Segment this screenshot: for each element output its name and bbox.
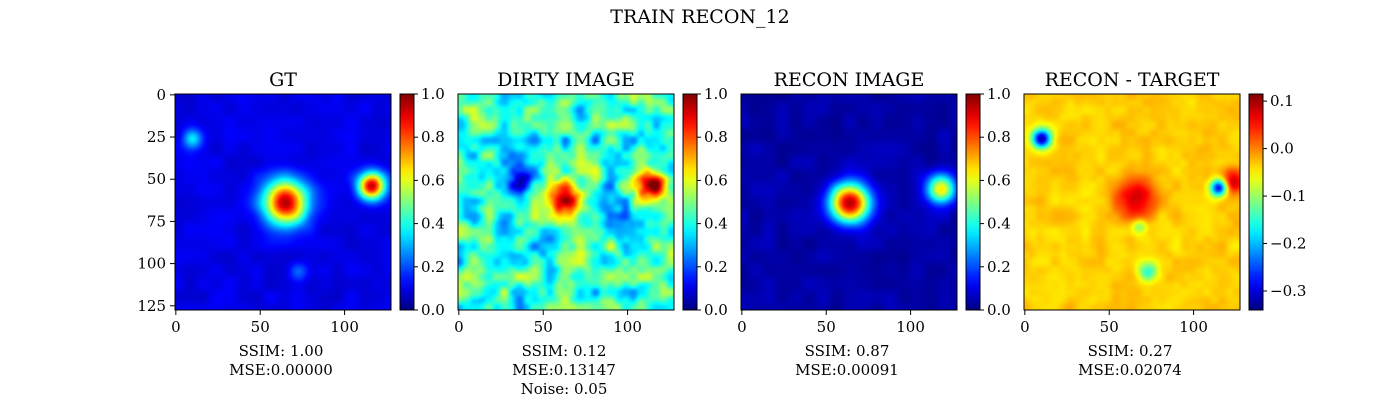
colorbar xyxy=(682,93,698,311)
y-tick-label: 25 xyxy=(147,128,166,146)
axes-frame xyxy=(1023,93,1241,311)
metric-caption: MSE:0.00000 xyxy=(229,361,333,379)
x-tick-label: 50 xyxy=(251,318,270,336)
y-tick-label: 75 xyxy=(147,212,166,230)
y-tick-label: 0 xyxy=(156,86,166,104)
colorbar-tick-label: 1.0 xyxy=(704,85,728,103)
panel-3: RECON IMAGE 0 50 100 0.0 0.2 0.4 0.6 0.8 1.0 SSIM:… xyxy=(737,69,1011,379)
x-tick-label: 0 xyxy=(171,318,181,336)
x-tick-label: 100 xyxy=(1179,318,1208,336)
colorbar-tick-label: 0.2 xyxy=(704,258,728,276)
panel-2: DIRTY IMAGE 0 50 100 0.0 0.2 0.4 0.6 0.8 1.0 SSIM:… xyxy=(454,69,728,398)
metric-caption: MSE:0.00091 xyxy=(795,361,899,379)
heatmap-image xyxy=(741,94,957,310)
x-tick-label: 0 xyxy=(454,318,464,336)
colorbar xyxy=(965,93,981,311)
panel-title: GT xyxy=(269,69,297,91)
metric-caption: MSE:0.02074 xyxy=(1078,361,1182,379)
colorbar-tick-label: 0.2 xyxy=(987,258,1011,276)
x-tick-label: 100 xyxy=(613,318,642,336)
colorbar-tick-label: 0.4 xyxy=(421,215,445,233)
colorbar-tick-label: 0.8 xyxy=(421,128,445,146)
x-tick-label: 50 xyxy=(534,318,553,336)
metric-caption: Noise: 0.05 xyxy=(521,380,608,398)
colorbar-tick-label: 0.6 xyxy=(704,171,728,189)
colorbar-tick-label: 0.4 xyxy=(704,215,728,233)
y-tick-label: 50 xyxy=(147,170,166,188)
colorbar-tick-label: −0.3 xyxy=(1270,282,1306,300)
colorbar-tick-label: −0.1 xyxy=(1270,187,1306,205)
colorbar-tick-label: 0.4 xyxy=(987,215,1011,233)
colorbar-tick-label: 0.0 xyxy=(987,301,1011,319)
colorbar-tick-label: 0.8 xyxy=(704,128,728,146)
colorbar-tick-label: 1.0 xyxy=(987,85,1011,103)
colorbar-tick-label: 0.0 xyxy=(1270,140,1294,158)
x-tick-label: 0 xyxy=(737,318,747,336)
axes-frame xyxy=(174,93,392,311)
colorbar-tick-label: 0.1 xyxy=(1270,92,1294,110)
panel-title: DIRTY IMAGE xyxy=(497,69,635,91)
colorbar-tick-label: 0.2 xyxy=(421,258,445,276)
x-tick-label: 0 xyxy=(1020,318,1030,336)
heatmap-image xyxy=(175,94,391,310)
axes-frame xyxy=(457,93,675,311)
y-tick-label: 125 xyxy=(137,297,166,315)
colorbar-tick-label: −0.2 xyxy=(1270,235,1306,253)
metric-caption: SSIM: 0.12 xyxy=(522,342,607,360)
colorbar-tick-label: 0.6 xyxy=(987,171,1011,189)
x-tick-label: 100 xyxy=(896,318,925,336)
heatmap-image xyxy=(1024,94,1240,310)
x-tick-label: 50 xyxy=(1100,318,1119,336)
colorbar-tick-label: 0.0 xyxy=(704,301,728,319)
panel-4: RECON - TARGET 0 50 100 −0.3 −0.2 −0.1 0.0 0.1 SS… xyxy=(1020,69,1306,379)
metric-caption: SSIM: 0.27 xyxy=(1088,342,1173,360)
heatmap-image xyxy=(458,94,674,310)
x-tick-label: 100 xyxy=(330,318,359,336)
panels: GT 0 50 100 0 25 50 75 100 125 0.0 0.2 0.4 0.6 0.8 1.0 S… xyxy=(137,69,1306,398)
metric-caption: SSIM: 1.00 xyxy=(239,342,324,360)
y-tick-label: 100 xyxy=(137,255,166,273)
colorbar-tick-label: 0.0 xyxy=(421,301,445,319)
colorbar-tick-label: 0.8 xyxy=(987,128,1011,146)
metric-caption: MSE:0.13147 xyxy=(512,361,616,379)
colorbar xyxy=(1248,93,1264,311)
colorbar-tick-label: 1.0 xyxy=(421,85,445,103)
colorbar-tick-label: 0.6 xyxy=(421,171,445,189)
panel-title: RECON IMAGE xyxy=(774,69,925,91)
x-tick-label: 50 xyxy=(817,318,836,336)
panel-1: GT 0 50 100 0 25 50 75 100 125 0.0 0.2 0.4 0.6 0.8 1.0 S… xyxy=(137,69,445,379)
figure-title: TRAIN RECON_12 xyxy=(610,6,789,28)
metric-caption: SSIM: 0.87 xyxy=(805,342,890,360)
colorbar xyxy=(399,93,415,311)
panel-title: RECON - TARGET xyxy=(1045,69,1220,91)
axes-frame xyxy=(740,93,958,311)
